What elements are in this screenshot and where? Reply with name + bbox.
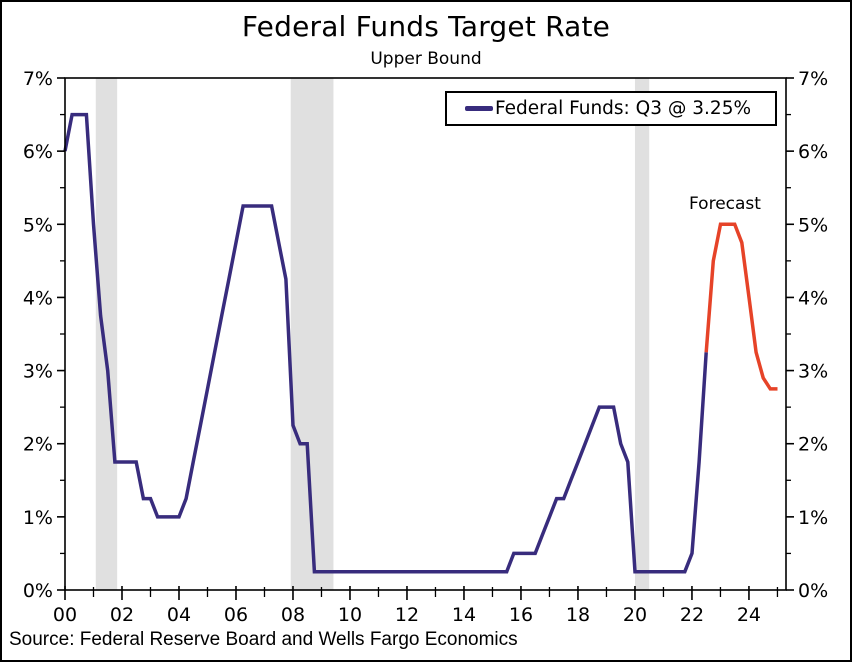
y-axis-label-right: 6% bbox=[798, 141, 828, 163]
x-axis-label: 24 bbox=[737, 604, 761, 626]
y-axis-label-left: 3% bbox=[23, 361, 53, 383]
y-axis-label-left: 5% bbox=[23, 214, 53, 236]
x-axis-label: 04 bbox=[167, 604, 191, 626]
y-axis-label-right: 2% bbox=[798, 434, 828, 456]
y-axis-label-right: 5% bbox=[798, 214, 828, 236]
chart-title: Federal Funds Target Rate bbox=[241, 10, 611, 43]
x-axis-label: 18 bbox=[566, 604, 590, 626]
y-axis-label-right: 1% bbox=[798, 507, 828, 529]
x-axis-label: 08 bbox=[281, 604, 305, 626]
axis-frame bbox=[64, 77, 787, 591]
forecast-line bbox=[704, 222, 778, 391]
y-axis-label-right: 3% bbox=[798, 361, 828, 383]
y-axis-label-left: 4% bbox=[23, 287, 53, 309]
y-axis-label-right: 0% bbox=[798, 580, 828, 602]
x-axis-label: 00 bbox=[53, 604, 77, 626]
y-axis-label-left: 6% bbox=[23, 141, 53, 163]
x-axis-label: 22 bbox=[680, 604, 704, 626]
y-axis-label-right: 7% bbox=[798, 68, 828, 90]
legend: Federal Funds: Q3 @ 3.25% bbox=[445, 91, 777, 126]
y-axis-label-left: 2% bbox=[23, 434, 53, 456]
x-axis-label: 20 bbox=[623, 604, 647, 626]
historical-line bbox=[63, 112, 708, 574]
x-axis-label: 10 bbox=[338, 604, 362, 626]
y-axis-label-right: 4% bbox=[798, 287, 828, 309]
x-axis-label: 14 bbox=[452, 604, 476, 626]
source-text: Source: Federal Reserve Board and Wells … bbox=[9, 629, 518, 650]
y-axis-label-left: 0% bbox=[23, 580, 53, 602]
x-axis-label: 06 bbox=[224, 604, 248, 626]
forecast-annotation: Forecast bbox=[689, 194, 761, 214]
recession-band bbox=[95, 78, 118, 590]
y-axis-label-left: 7% bbox=[23, 68, 53, 90]
chart-subtitle: Upper Bound bbox=[370, 49, 482, 69]
x-axis-label: 16 bbox=[509, 604, 533, 626]
y-axis-label-left: 1% bbox=[23, 507, 53, 529]
x-axis-label: 02 bbox=[110, 604, 134, 626]
legend-line-swatch bbox=[465, 106, 493, 111]
x-axis-label: 12 bbox=[395, 604, 419, 626]
legend-label: Federal Funds: Q3 @ 3.25% bbox=[495, 98, 752, 119]
recession-band bbox=[634, 78, 650, 590]
